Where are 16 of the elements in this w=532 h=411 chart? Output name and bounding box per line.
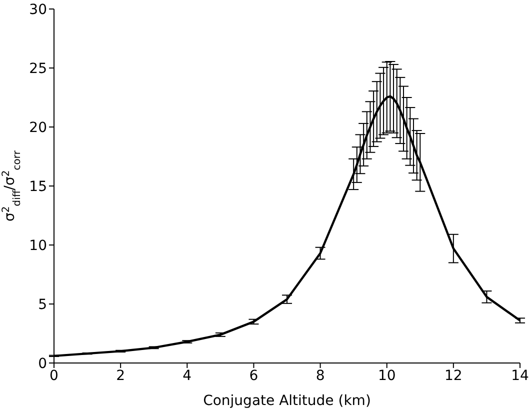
y-tick-label: 20 (29, 120, 47, 136)
y-tick-label: 15 (29, 178, 47, 195)
y-tick-label: 30 (29, 2, 47, 18)
x-tick-label: 6 (249, 368, 258, 384)
x-tick-label: 0 (50, 368, 58, 384)
x-tick-label: 4 (182, 368, 192, 384)
x-tick-label: 10 (378, 368, 396, 384)
y-tick-label: 0 (38, 356, 47, 372)
x-axis-title: Conjugate Altitude (km) (203, 393, 371, 409)
x-tick-label: 8 (316, 368, 325, 384)
y-tick-label: 25 (29, 60, 47, 77)
x-tick-label: 2 (116, 368, 126, 384)
y-tick-label: 5 (38, 296, 47, 313)
x-tick-label: 14 (511, 368, 529, 384)
y-tick-label: 10 (29, 238, 47, 254)
x-tick-label: 12 (444, 368, 462, 384)
